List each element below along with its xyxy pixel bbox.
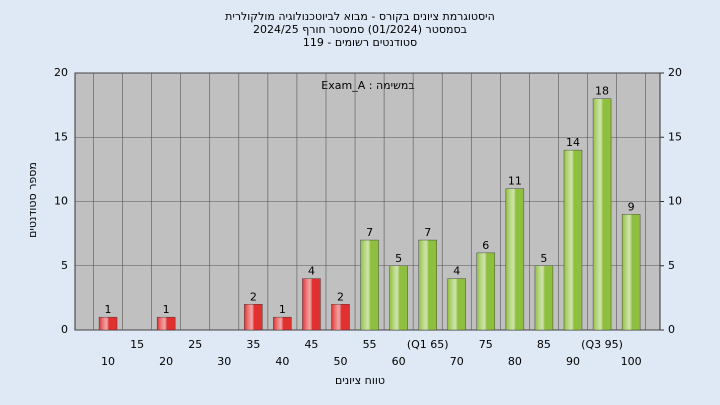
x-tick-label: 50 <box>334 355 348 368</box>
bar <box>273 316 292 331</box>
bar <box>244 304 263 331</box>
x-tick-label: 15 <box>130 338 144 351</box>
y-tick-label: 0 <box>61 323 68 336</box>
y2-tick-label: 15 <box>668 130 682 143</box>
y-tick-label: 10 <box>54 195 68 208</box>
bar <box>505 188 525 331</box>
data-label: 5 <box>540 252 547 265</box>
x-tick-label: 30 <box>217 355 231 368</box>
y-axis-label: מספר סטודנטים <box>26 162 39 238</box>
data-label: 1 <box>105 303 112 316</box>
data-label: 7 <box>366 226 373 239</box>
data-label: 7 <box>424 226 431 239</box>
data-label: 4 <box>453 265 460 278</box>
y-tick-label: 5 <box>61 259 68 272</box>
data-label: 9 <box>628 200 635 213</box>
bar <box>360 239 379 331</box>
bar <box>592 98 612 331</box>
x-tick-label: 85 <box>537 338 551 351</box>
bar <box>447 278 466 331</box>
bar <box>331 304 350 331</box>
data-label: 6 <box>482 239 489 252</box>
x-tick-label: 90 <box>566 355 580 368</box>
data-label: 2 <box>250 290 257 303</box>
x-tick-label: 70 <box>450 355 464 368</box>
chart-title: היסטוגרמת ציונים בקורס - מבוא לביוטכנולו… <box>225 10 495 23</box>
y2-tick-label: 5 <box>668 259 675 272</box>
data-label: 5 <box>395 252 402 265</box>
y2-tick-label: 0 <box>668 323 675 336</box>
x-tick-label: 60 <box>392 355 406 368</box>
data-label: 18 <box>595 85 609 98</box>
data-label: 14 <box>566 136 580 149</box>
data-label: 4 <box>308 265 315 278</box>
x-tick-label: 75 <box>479 338 493 351</box>
x-tick-label: 45 <box>304 338 318 351</box>
x-tick-label: 25 <box>188 338 202 351</box>
bar <box>563 149 583 331</box>
y-tick-label: 15 <box>54 130 68 143</box>
chart-subtitle: בסמסטר (01/2024) סמסטר חורף 2024/25 <box>253 23 467 36</box>
x-tick-label: 80 <box>508 355 522 368</box>
x-tick-label: 20 <box>159 355 173 368</box>
bar <box>476 252 496 331</box>
data-label: 1 <box>279 303 286 316</box>
bar <box>156 316 176 331</box>
bar <box>98 316 118 331</box>
bar <box>534 265 554 331</box>
chart-subtitle: סטודנטים רשומים - 119 <box>303 36 417 49</box>
bar <box>621 214 641 331</box>
bar <box>418 239 437 331</box>
x-tick-label: 55 <box>363 338 377 351</box>
data-label: 2 <box>337 290 344 303</box>
annotation: במשימה : Exam_A <box>321 79 414 92</box>
y2-tick-label: 20 <box>668 66 682 79</box>
bar <box>302 278 321 331</box>
x-axis-label: טווח ציונים <box>335 374 385 387</box>
x-tick-label: (Q1 65) <box>407 338 449 351</box>
data-label: 11 <box>508 175 522 188</box>
x-tick-label: (Q3 95) <box>581 338 623 351</box>
y2-tick-label: 10 <box>668 195 682 208</box>
x-tick-label: 35 <box>246 338 260 351</box>
x-tick-label: 10 <box>101 355 115 368</box>
x-tick-label: 100 <box>621 355 642 368</box>
y-tick-label: 20 <box>54 66 68 79</box>
x-tick-label: 40 <box>275 355 289 368</box>
data-label: 1 <box>163 303 170 316</box>
bar <box>389 265 408 331</box>
